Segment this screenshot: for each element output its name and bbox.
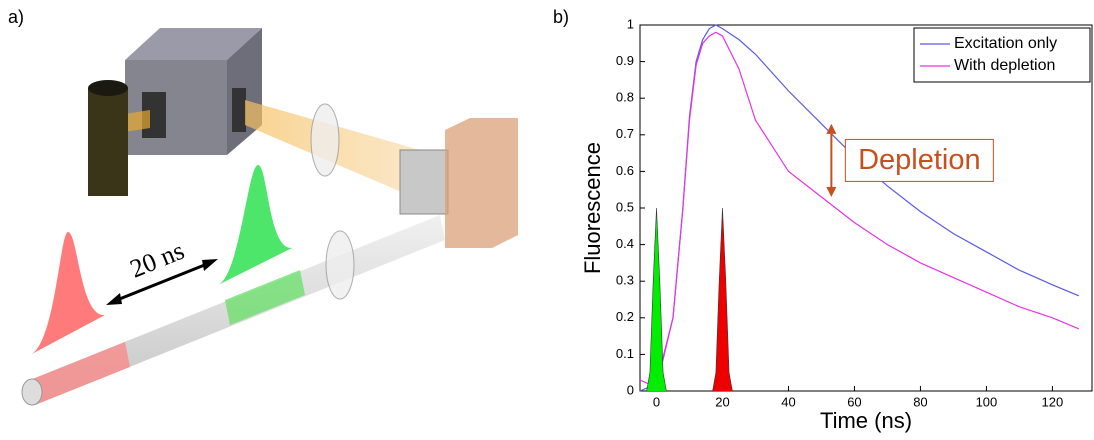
annotation-box [844, 138, 994, 182]
objective [399, 149, 449, 215]
box-front [125, 60, 227, 155]
pulse [712, 207, 733, 392]
x-tick-label: 20 [715, 394, 729, 409]
x-tick-label: 120 [1042, 394, 1064, 409]
panel-label: a) [8, 7, 24, 27]
arrow-head [106, 293, 122, 305]
y-tick-label: 1 [627, 16, 634, 31]
panel-label: b) [553, 7, 569, 27]
legend-label: Excitation only [954, 35, 1057, 52]
y-tick-label: 0.6 [616, 163, 634, 178]
arrow-head [202, 259, 218, 271]
x-tick-label: 60 [847, 394, 861, 409]
y-tick-label: 0.5 [616, 199, 634, 214]
lens [310, 103, 340, 177]
pulse [646, 207, 667, 392]
data-line [639, 31, 1080, 389]
setup-diagram: a) 20 ns [8, 7, 518, 406]
x-tick-label: 100 [976, 394, 998, 409]
box-top [125, 28, 262, 60]
arrow-head [826, 187, 837, 198]
y-tick-label: 0.1 [616, 346, 634, 361]
y-axis-label: Fluorescence [580, 142, 605, 274]
legend-label: With depletion [954, 57, 1055, 74]
chart: b) 0 0.1 0.2 0.3 0.4 0.5 0.6 0.7 0.8 0.9 1 0 20 40 60 8… [553, 7, 1093, 433]
x-tick-label: 40 [781, 394, 795, 409]
y-tick-label: 0 [627, 382, 634, 397]
y-tick-label: 0.9 [616, 53, 634, 68]
detector [88, 88, 128, 196]
red-pulse [30, 232, 105, 355]
red-pulse-beam [30, 342, 130, 405]
arrow-head [826, 123, 837, 134]
green-pulse-beam [225, 270, 305, 325]
y-tick-label: 0.2 [616, 309, 634, 324]
cuvette [445, 118, 518, 248]
x-axis-label: Time (ns) [820, 408, 912, 433]
y-tick-label: 0.4 [616, 236, 634, 251]
x-tick-label: 80 [913, 394, 927, 409]
delay-arrow [111, 260, 213, 304]
lens [325, 230, 355, 300]
y-tick-label: 0.7 [616, 126, 634, 141]
green-pulse [218, 165, 292, 285]
legend-box [913, 27, 1091, 83]
tube-end [21, 378, 43, 406]
y-tick-label: 0.3 [616, 273, 634, 288]
x-tick-label: 0 [653, 394, 660, 409]
slit [232, 88, 246, 132]
detector-top [88, 80, 128, 96]
annotation-text: Depletion [858, 144, 981, 176]
y-tick-label: 0.8 [616, 90, 634, 105]
